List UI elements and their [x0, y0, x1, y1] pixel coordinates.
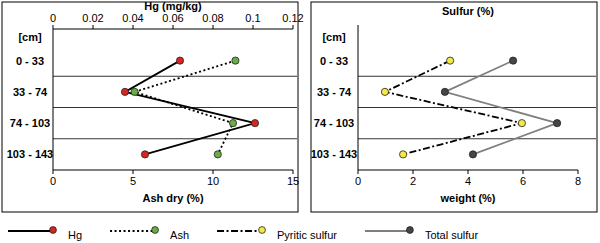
category-axis [358, 25, 359, 170]
category-axis [53, 29, 54, 170]
row-separator [53, 76, 297, 77]
x-tick-label: 0 [355, 175, 361, 187]
series-marker [469, 151, 476, 158]
x-tick-label: 8 [575, 175, 581, 187]
axis-title: weight (%) [440, 192, 496, 204]
x2-tick-label: 0.12 [282, 12, 303, 24]
series-marker [251, 120, 258, 127]
series-marker [441, 88, 448, 95]
x2-tick [173, 25, 174, 29]
figure: 0 - 33 33 - 74 74 - 103 103 - 143 [cm] 0 5 10 15… [0, 0, 600, 243]
x-tick [523, 170, 524, 174]
legend-line [8, 230, 53, 232]
axis-title: [cm] [322, 31, 346, 43]
x-tick-label: 4 [465, 175, 471, 187]
x-tick [53, 170, 54, 174]
x2-tick [253, 25, 254, 29]
x-tick [293, 170, 294, 174]
series-marker [447, 57, 454, 64]
x-axis [53, 170, 293, 171]
category-label: 74 - 103 [314, 117, 354, 129]
legend-label: Total sulfur [425, 229, 479, 241]
x2-tick-label: 0.06 [162, 12, 183, 24]
x-tick-label: 5 [130, 175, 136, 187]
series-marker [131, 88, 138, 95]
legend-line [365, 230, 410, 232]
x2-tick-label: 0.1 [245, 12, 260, 24]
category-label: 33 - 74 [13, 86, 48, 98]
x-tick [358, 170, 359, 174]
x-tick-label: 15 [287, 175, 299, 187]
series-marker [141, 151, 148, 158]
x2-tick-label: 0.02 [82, 12, 103, 24]
x-tick [468, 170, 469, 174]
x2-tick [53, 25, 54, 29]
series-marker [176, 57, 183, 64]
legend-label: Ash [170, 229, 189, 241]
legend-line [217, 230, 262, 232]
category-label: 74 - 103 [10, 117, 50, 129]
axis-title: Hg (mg/kg) [144, 0, 202, 12]
legend: Hg Ash Pyritic sulfur Total sulfur [8, 227, 478, 241]
legend-marker [407, 227, 414, 234]
x2-tick [93, 25, 94, 29]
axis-title: [cm] [18, 31, 42, 43]
row-separator [53, 138, 297, 139]
legend-marker [259, 227, 266, 234]
category-label: 0 - 33 [16, 55, 44, 67]
series-marker [509, 57, 516, 64]
x-tick [213, 170, 214, 174]
series-marker [400, 151, 407, 158]
series-marker [554, 120, 561, 127]
x2-tick [133, 25, 134, 29]
series-marker [518, 120, 525, 127]
chart-panel: 0 - 33 33 - 74 74 - 103 103 - 143 [cm] 0 5 10 15… [2, 0, 304, 212]
series-marker [229, 120, 236, 127]
series-marker [232, 57, 239, 64]
legend-marker [50, 227, 57, 234]
series-line [135, 61, 236, 155]
chart-panel: 0 - 33 33 - 74 74 - 103 103 - 143 [cm] 0 2 4 6 8 w… [311, 2, 597, 212]
x2-tick [293, 25, 294, 29]
x-tick-label: 0 [50, 175, 56, 187]
category-label: 103 - 143 [7, 148, 53, 160]
panel-frame [2, 2, 298, 212]
panel-frame [311, 2, 597, 212]
plot-area [121, 57, 258, 158]
row-separator [358, 138, 596, 139]
x2-tick [213, 25, 214, 29]
row-separator [53, 107, 297, 108]
legend-marker [152, 227, 159, 234]
chart-title: Sulfur (%) [442, 5, 494, 17]
category-label: 33 - 74 [317, 86, 352, 98]
series-marker [121, 88, 128, 95]
x2-tick-label: 0.08 [202, 12, 223, 24]
x-tick [578, 170, 579, 174]
series-line [125, 61, 255, 155]
axis-title: Ash dry (%) [142, 192, 203, 204]
category-label: 103 - 143 [311, 148, 357, 160]
row-separator [358, 107, 596, 108]
x-tick-label: 10 [207, 175, 219, 187]
x-tick [413, 170, 414, 174]
x2-tick-label: 0 [50, 12, 56, 24]
plot-area [381, 57, 560, 158]
x2-tick-label: 0.04 [122, 12, 143, 24]
x-tick [133, 170, 134, 174]
legend-label: Hg [68, 229, 82, 241]
x-tick-label: 6 [520, 175, 526, 187]
series-line [445, 61, 557, 155]
series-marker [381, 88, 388, 95]
series-marker [214, 151, 221, 158]
legend-label: Pyritic sulfur [277, 229, 337, 241]
legend-line [110, 230, 155, 232]
category-label: 0 - 33 [320, 55, 348, 67]
x-tick-label: 2 [410, 175, 416, 187]
